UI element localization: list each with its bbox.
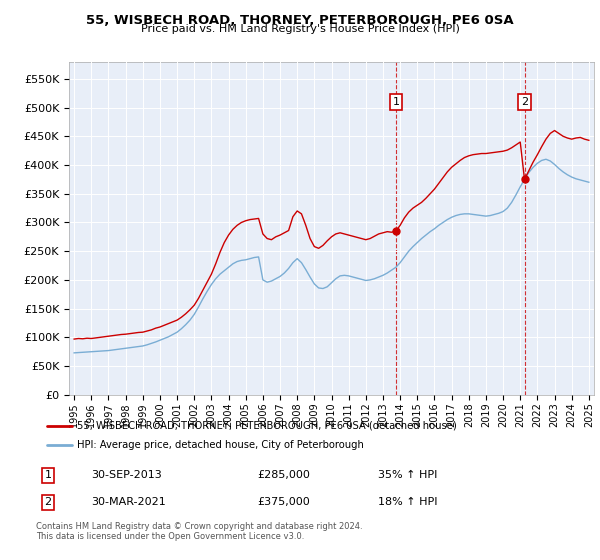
Text: Contains HM Land Registry data © Crown copyright and database right 2024.
This d: Contains HM Land Registry data © Crown c… [36, 522, 362, 542]
Text: 30-SEP-2013: 30-SEP-2013 [91, 470, 162, 480]
Text: 2: 2 [44, 497, 52, 507]
Text: HPI: Average price, detached house, City of Peterborough: HPI: Average price, detached house, City… [77, 440, 364, 450]
Text: 1: 1 [392, 97, 400, 107]
Text: 1: 1 [44, 470, 52, 480]
Text: 18% ↑ HPI: 18% ↑ HPI [378, 497, 438, 507]
Text: 30-MAR-2021: 30-MAR-2021 [91, 497, 166, 507]
Text: 55, WISBECH ROAD, THORNEY, PETERBOROUGH, PE6 0SA: 55, WISBECH ROAD, THORNEY, PETERBOROUGH,… [86, 14, 514, 27]
Text: £285,000: £285,000 [257, 470, 310, 480]
Text: £375,000: £375,000 [257, 497, 310, 507]
Text: 55, WISBECH ROAD, THORNEY, PETERBOROUGH, PE6 0SA (detached house): 55, WISBECH ROAD, THORNEY, PETERBOROUGH,… [77, 421, 457, 431]
Text: 2: 2 [521, 97, 528, 107]
Text: 35% ↑ HPI: 35% ↑ HPI [378, 470, 437, 480]
Text: Price paid vs. HM Land Registry's House Price Index (HPI): Price paid vs. HM Land Registry's House … [140, 24, 460, 34]
